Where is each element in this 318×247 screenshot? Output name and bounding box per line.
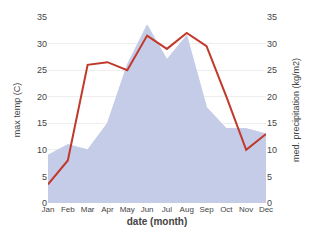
svg-text:Jun: Jun [141,205,154,214]
svg-text:5: 5 [267,172,272,182]
svg-text:Apr: Apr [101,205,114,214]
svg-text:Jan: Jan [42,205,55,214]
svg-text:Oct: Oct [220,205,233,214]
svg-text:5: 5 [42,172,47,182]
svg-text:25: 25 [37,65,47,75]
svg-text:max temp (C): max temp (C) [12,83,22,138]
svg-text:15: 15 [37,118,47,128]
svg-text:May: May [120,205,135,214]
svg-text:0: 0 [42,198,47,208]
svg-text:Dec: Dec [259,205,273,214]
svg-text:35: 35 [267,12,277,22]
svg-text:Aug: Aug [180,205,194,214]
svg-text:15: 15 [267,118,277,128]
svg-text:Nov: Nov [239,205,253,214]
svg-text:10: 10 [37,145,47,155]
svg-text:30: 30 [37,39,47,49]
svg-text:Sep: Sep [199,205,214,214]
svg-text:Feb: Feb [61,205,75,214]
svg-text:20: 20 [267,92,277,102]
svg-text:10: 10 [267,145,277,155]
svg-text:Mar: Mar [81,205,95,214]
svg-text:date (month): date (month) [127,216,188,227]
svg-text:25: 25 [267,65,277,75]
svg-text:0: 0 [267,198,272,208]
svg-text:35: 35 [37,12,47,22]
svg-text:med. precipitation (kg/m2): med. precipitation (kg/m2) [291,58,301,162]
svg-text:30: 30 [267,39,277,49]
svg-text:Jul: Jul [162,205,172,214]
svg-text:20: 20 [37,92,47,102]
